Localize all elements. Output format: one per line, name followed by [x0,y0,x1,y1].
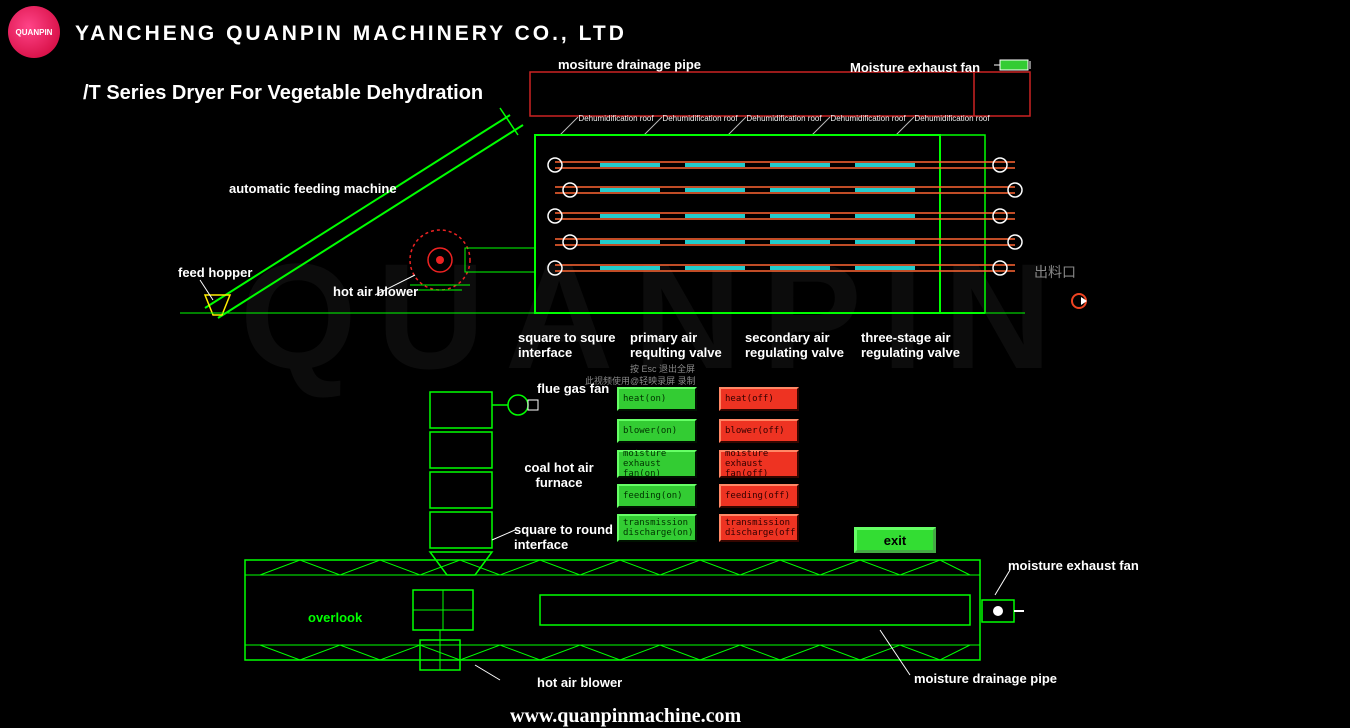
label-hot-air-blower-2: hot air blower [537,675,622,690]
btn-exhaust-off[interactable]: moisture exhaust fan(off) [719,450,799,478]
label-outlet: 出料口 [1034,262,1076,282]
label-secondary-valve: secondary air regulating valve [745,330,855,360]
hot-air-blower-1 [410,230,535,290]
roof-label-2: Dehumidification roof [660,114,740,123]
website: www.quanpinmachine.com [510,705,741,728]
roof-label-5: Dehumidification roof [912,114,992,123]
material-segments [600,165,915,268]
btn-discharge-off[interactable]: transmission discharge(off) [719,514,799,542]
btn-feeding-off[interactable]: feeding(off) [719,484,799,508]
label-three-stage: three-stage air regulating valve [861,330,971,360]
top-red-box [530,72,1030,116]
cursor-icon [1071,293,1087,309]
label-feed-hopper: feed hopper [178,265,252,280]
label-hot-air-blower-1: hot air blower [333,284,418,299]
btn-blower-off[interactable]: blower(off) [719,419,799,443]
btn-blower-on[interactable]: blower(on) [617,419,697,443]
label-moisture-exhaust-2: moisture exhaust fan [1008,558,1139,573]
label-moisture-exhaust-fan: Moisture exhaust fan [850,60,980,75]
label-flue-gas-fan: flue gas fan [537,381,609,396]
btn-heat-off[interactable]: heat(off) [719,387,799,411]
btn-exit[interactable]: exit [854,527,936,553]
btn-feeding-on[interactable]: feeding(on) [617,484,697,508]
label-primary-valve: primary air requlting valve [630,330,740,360]
btn-heat-on[interactable]: heat(on) [617,387,697,411]
roof-label-3: Dehumidification roof [744,114,824,123]
label-auto-feed: automatic feeding machine [229,181,397,196]
label-coal-furnace: coal hot air furnace [519,460,599,490]
label-sq-to-round: square to round interface [514,522,614,552]
roof-label-1: Dehumidification roof [576,114,656,123]
btn-exhaust-on[interactable]: moisture exhaust fan(on) [617,450,697,478]
label-overlook: overlook [308,610,362,625]
exhaust-fan-icon [1000,60,1028,70]
roof-label-4: Dehumidification roof [828,114,908,123]
label-moisture-drainage-2: moisture drainage pipe [914,671,1057,686]
label-moisture-drainage-top: mositure drainage pipe [558,57,701,72]
label-sq-to-sq: square to squre interface [518,330,618,360]
btn-discharge-on[interactable]: transmission discharge(on) [617,514,697,542]
